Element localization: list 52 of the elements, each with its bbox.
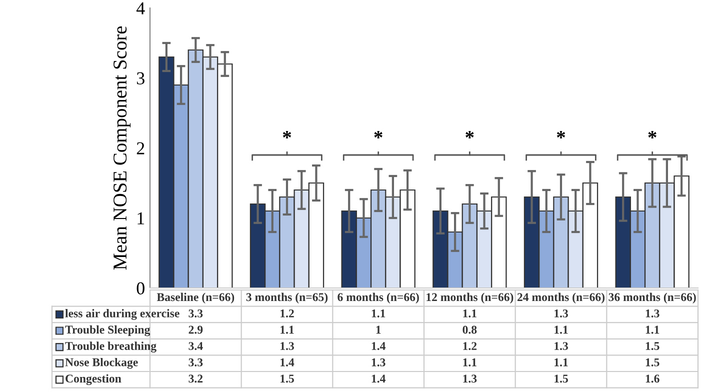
legend-label: Trouble Sleeping bbox=[65, 325, 150, 336]
y-tick-label: 0 bbox=[136, 282, 144, 294]
legend-label: Trouble breathing bbox=[65, 342, 156, 352]
annotation: * bbox=[282, 131, 292, 138]
data-label: 1.1 bbox=[554, 326, 568, 334]
data-label: 1.3 bbox=[646, 309, 660, 318]
data-label: 1.5 bbox=[280, 374, 294, 383]
x-tick-label: 36 months (n=66) bbox=[608, 292, 696, 304]
data-label: 1.2 bbox=[280, 309, 294, 318]
x-tick-label: 24 months (n=66) bbox=[517, 292, 605, 304]
data-label: 1.3 bbox=[554, 342, 568, 350]
data-label: 1.4 bbox=[372, 374, 386, 383]
data-label: 1.4 bbox=[372, 342, 386, 350]
data-label: 1.3 bbox=[463, 374, 477, 383]
x-tick-label: 12 months (n=66) bbox=[426, 292, 514, 304]
x-tick-label: 3 months (n=65) bbox=[246, 292, 328, 304]
data-label: 1 bbox=[376, 326, 381, 334]
annotation: * bbox=[466, 131, 474, 138]
data-label: 1.1 bbox=[463, 358, 476, 366]
data-label: 1.5 bbox=[646, 342, 660, 350]
data-label: 0.8 bbox=[462, 326, 477, 334]
data-label: 1.3 bbox=[372, 358, 386, 366]
x-tick-label: Baseline (n=66) bbox=[156, 292, 234, 304]
annotation: * bbox=[556, 131, 566, 138]
legend-label: Congestion bbox=[66, 374, 122, 386]
data-label: 1.2 bbox=[463, 342, 477, 350]
data-label: 1.1 bbox=[646, 326, 660, 334]
y-tick-label: 4 bbox=[136, 2, 145, 14]
y-tick-label: 2 bbox=[136, 142, 144, 154]
y-tick-label: 1 bbox=[138, 212, 144, 224]
y-axis-title: Mean NOSE Component Score bbox=[114, 26, 131, 270]
data-label: 2.9 bbox=[188, 326, 203, 334]
data-label: 1.3 bbox=[280, 342, 294, 350]
y-tick-label: 3 bbox=[136, 72, 144, 84]
data-label: 1.1 bbox=[280, 326, 294, 334]
data-label: 1.5 bbox=[646, 358, 660, 366]
data-label: 3.4 bbox=[188, 342, 203, 350]
data-label: 1.1 bbox=[372, 309, 386, 318]
data-label: 1.3 bbox=[554, 309, 568, 318]
annotation: * bbox=[374, 131, 382, 138]
legend-label: Nose Blockage bbox=[65, 358, 138, 369]
data-label: 1.1 bbox=[463, 309, 476, 318]
data-label: 1.4 bbox=[280, 358, 294, 366]
data-label: 3.2 bbox=[188, 374, 203, 383]
data-label: 3.3 bbox=[188, 358, 203, 366]
data-label: 3.3 bbox=[188, 309, 203, 318]
x-tick-label: 6 months (n=66) bbox=[338, 292, 419, 304]
data-label: 1.6 bbox=[646, 374, 660, 383]
data-label: 1.1 bbox=[554, 358, 568, 366]
data-label: 1.5 bbox=[554, 374, 568, 383]
annotation: * bbox=[648, 131, 656, 138]
legend-label: less air during exercise bbox=[65, 309, 180, 320]
